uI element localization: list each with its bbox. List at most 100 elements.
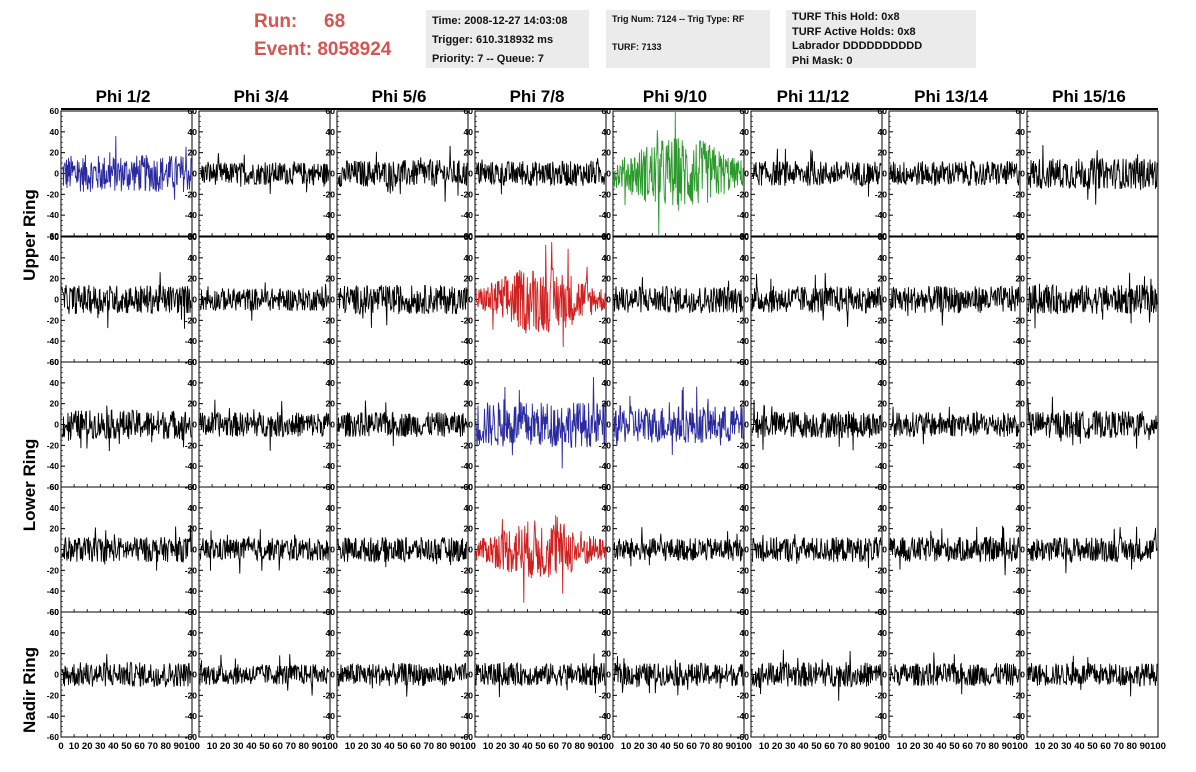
- y-tick-label: -40: [323, 586, 336, 596]
- x-tick-label: 50: [121, 741, 132, 752]
- x-tick-label: 10: [483, 741, 494, 752]
- x-tick-label: 70: [423, 741, 434, 752]
- y-tick-label: 0: [468, 545, 473, 555]
- x-tick-label: 100: [1150, 741, 1166, 752]
- x-tick-label: 30: [785, 741, 796, 752]
- x-tick-label: 50: [811, 741, 822, 752]
- waveform-trace: [199, 399, 330, 451]
- y-tick-label: -60: [737, 732, 750, 742]
- y-tick-label: -60: [323, 732, 336, 742]
- y-tick-label: -40: [599, 461, 612, 471]
- y-tick-label: 60: [50, 357, 60, 367]
- column-label-phi-15-16: Phi 15/16: [1052, 87, 1126, 106]
- y-tick-label: 0: [54, 169, 59, 179]
- y-tick-label: -20: [1013, 189, 1026, 199]
- y-tick-label: 40: [326, 503, 336, 513]
- x-tick-label: 40: [522, 741, 533, 752]
- panel-frame: [750, 110, 883, 237]
- y-tick-label: 0: [744, 420, 749, 430]
- y-tick-label: 20: [878, 649, 888, 659]
- x-tick-label: 70: [1113, 741, 1124, 752]
- x-tick-label: 20: [358, 741, 369, 752]
- x-tick-label: 80: [299, 741, 310, 752]
- waveform-trace: [1027, 526, 1158, 574]
- y-tick-label: -20: [185, 315, 198, 325]
- y-tick-label: -40: [737, 711, 750, 721]
- y-tick-label: 20: [740, 399, 750, 409]
- y-tick-label: -20: [461, 690, 474, 700]
- y-tick-label: 20: [878, 399, 888, 409]
- y-tick-label: 60: [1016, 357, 1026, 367]
- y-tick-label: 0: [468, 169, 473, 179]
- y-tick-label: 0: [192, 169, 197, 179]
- x-tick-label: 60: [824, 741, 835, 752]
- y-tick-label: 20: [188, 148, 198, 158]
- y-tick-label: 60: [464, 357, 474, 367]
- y-tick-label: 0: [882, 670, 887, 680]
- y-tick-label: 40: [602, 253, 612, 263]
- x-tick-label: 100: [460, 741, 476, 752]
- y-tick-label: 40: [602, 378, 612, 388]
- y-tick-label: 40: [878, 378, 888, 388]
- x-tick-label: 20: [910, 741, 921, 752]
- y-tick-label: -40: [323, 461, 336, 471]
- waveform-trace: [751, 272, 882, 327]
- x-tick-label: 30: [509, 741, 520, 752]
- x-tick-label: 90: [1002, 741, 1013, 752]
- waveform-trace: [199, 529, 330, 574]
- y-tick-label: 40: [1016, 253, 1026, 263]
- y-tick-label: -20: [737, 565, 750, 575]
- y-tick-label: 0: [330, 545, 335, 555]
- y-tick-label: 0: [330, 295, 335, 305]
- y-tick-label: 20: [50, 274, 60, 284]
- x-tick-label: 50: [397, 741, 408, 752]
- waveform-trace: [613, 386, 744, 456]
- y-tick-label: -40: [323, 336, 336, 346]
- y-tick-label: 20: [1016, 399, 1026, 409]
- y-tick-label: -60: [47, 732, 60, 742]
- labrador-line: Labrador DDDDDDDDDD: [792, 40, 923, 52]
- x-tick-label: 40: [1074, 741, 1085, 752]
- y-tick-label: 60: [878, 607, 888, 617]
- x-tick-label: 60: [1100, 741, 1111, 752]
- y-tick-label: 0: [744, 670, 749, 680]
- y-tick-label: 60: [50, 232, 60, 242]
- y-tick-label: 20: [740, 274, 750, 284]
- x-tick-label: 70: [975, 741, 986, 752]
- y-tick-label: 60: [1016, 106, 1026, 116]
- x-tick-label: 30: [95, 741, 106, 752]
- y-tick-label: 20: [326, 274, 336, 284]
- y-tick-label: 40: [740, 503, 750, 513]
- turf-line: TURF: 7133: [612, 42, 662, 52]
- x-tick-label: 0: [58, 741, 63, 752]
- y-tick-label: 0: [54, 295, 59, 305]
- waveform-trace: [889, 160, 1020, 186]
- y-tick-label: 60: [1016, 482, 1026, 492]
- y-tick-label: -20: [47, 440, 60, 450]
- y-tick-label: 20: [326, 524, 336, 534]
- phi-mask-line: Phi Mask: 0: [792, 54, 853, 67]
- y-tick-label: 0: [468, 420, 473, 430]
- y-tick-label: -40: [461, 586, 474, 596]
- y-tick-label: 20: [464, 524, 474, 534]
- y-tick-label: -40: [47, 586, 60, 596]
- x-tick-label: 30: [371, 741, 382, 752]
- waveform-trace: [337, 536, 468, 568]
- y-tick-label: 20: [326, 399, 336, 409]
- y-tick-label: 60: [464, 106, 474, 116]
- y-tick-label: 60: [602, 607, 612, 617]
- y-tick-label: -40: [185, 336, 198, 346]
- y-tick-label: 20: [602, 399, 612, 409]
- y-tick-label: -40: [875, 461, 888, 471]
